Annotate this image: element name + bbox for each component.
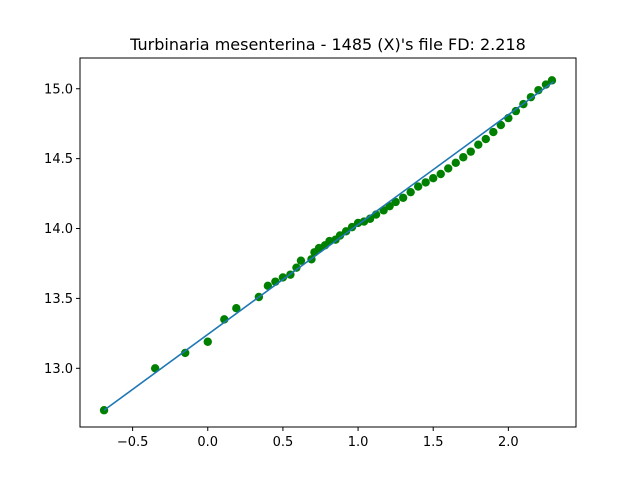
data-point	[466, 147, 475, 156]
data-point	[429, 174, 438, 183]
data-point	[347, 222, 357, 232]
x-tick-label: 1.0	[348, 435, 369, 450]
data-point	[436, 169, 445, 179]
data-point	[459, 153, 468, 162]
data-point	[481, 134, 491, 144]
x-tick-label: 1.5	[423, 435, 444, 450]
plot-area: −0.5 0.0 0.5 1.0 1.5 2.0 13.0 13.5 14.0 14.5 15.0	[44, 57, 577, 450]
y-tick-label: 14.0	[44, 222, 73, 237]
data-point	[496, 120, 506, 130]
y-tick-label: 14.5	[44, 152, 73, 167]
data-point	[181, 348, 190, 358]
data-point	[385, 201, 394, 211]
data-point	[203, 337, 212, 346]
x-tick-label: −0.5	[117, 435, 149, 450]
x-tick-label: 0.0	[197, 435, 218, 450]
x-tick-label: 0.5	[273, 435, 294, 450]
data-point	[413, 182, 423, 191]
y-tick-label: 13.5	[44, 292, 73, 307]
data-point	[421, 178, 430, 187]
data-point	[534, 85, 543, 95]
fit-line	[103, 81, 554, 411]
data-point	[451, 158, 460, 168]
data-point	[335, 231, 345, 240]
data-point	[474, 140, 483, 149]
data-point	[489, 127, 498, 137]
data-point	[296, 256, 306, 265]
data-point	[444, 164, 453, 173]
data-point	[341, 227, 351, 236]
data-point	[292, 263, 301, 272]
data-point	[391, 197, 400, 207]
data-point	[263, 281, 273, 291]
axes-frame	[79, 57, 577, 428]
data-point	[547, 76, 557, 85]
data-point	[278, 273, 288, 282]
y-tick-label: 13.0	[44, 362, 73, 377]
data-point	[232, 303, 241, 313]
data-point	[406, 187, 415, 197]
data-point	[398, 193, 408, 202]
data-point	[511, 106, 521, 116]
y-tick-label: 15.0	[44, 82, 73, 97]
x-tick-label: 2.0	[498, 435, 519, 450]
chart-title: Turbinaria mesenterina - 1485 (X)'s file…	[129, 35, 526, 54]
